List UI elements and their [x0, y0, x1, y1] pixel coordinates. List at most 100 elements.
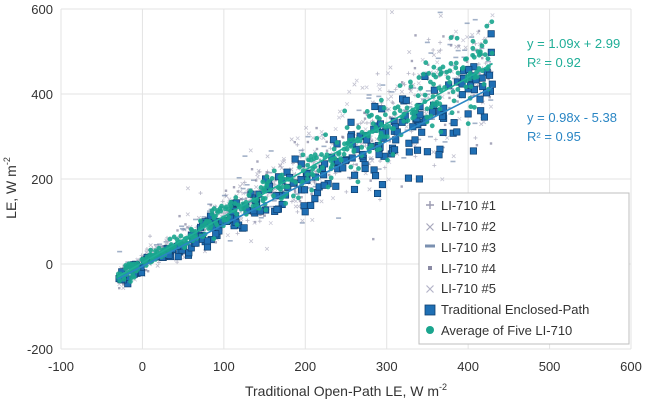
point-small-square-3-4	[122, 283, 125, 286]
point-average-176	[211, 206, 217, 211]
point-x-1-128	[361, 119, 366, 124]
point-enclosed-214	[203, 237, 211, 245]
point-x-1-152	[256, 168, 261, 173]
point-small-square-3-41	[254, 179, 258, 182]
point-x-1-112	[249, 239, 254, 244]
point-average-372	[447, 79, 453, 85]
point-average-62	[283, 200, 289, 206]
point-average-393	[156, 245, 162, 251]
point-small-square-3-126	[438, 84, 442, 87]
fit-r2-enclosed: R² = 0.95	[527, 129, 581, 144]
svg-text:LI-710 #2: LI-710 #2	[441, 219, 496, 234]
point-enclosed-36	[391, 146, 399, 154]
y-axis-title: LE, W m-2	[2, 157, 19, 219]
point-average-68	[455, 87, 461, 92]
point-enclosed-171	[332, 182, 340, 190]
point-average-331	[344, 125, 350, 131]
point-plus-0-50	[245, 218, 250, 223]
point-dash-2-31	[401, 157, 407, 159]
point-dash-2-135	[455, 49, 461, 52]
point-average-409	[460, 65, 466, 70]
point-small-square-3-114	[298, 199, 302, 203]
point-average-335	[306, 157, 311, 163]
point-plus-0-89	[363, 143, 368, 148]
point-average-29	[319, 152, 324, 157]
point-plus-0-157	[312, 180, 317, 185]
point-average-56	[296, 195, 301, 201]
point-small-square-3-69	[240, 197, 243, 201]
point-small-square-3-42	[203, 228, 206, 231]
point-small-square-3-73	[481, 56, 484, 60]
x-tick-label-6: 500	[539, 359, 561, 374]
point-average-108	[424, 106, 430, 112]
point-average-7	[359, 144, 365, 150]
point-plus-0-99	[139, 253, 144, 258]
point-x-4-64	[333, 126, 338, 132]
point-small-square-3-129	[300, 196, 303, 199]
point-average-326	[374, 114, 380, 120]
legend: LI-710 #1 LI-710 #2 LI-710 #3 LI-710 #4 …	[418, 192, 630, 345]
point-small-square-3-33	[400, 81, 404, 84]
point-plus-0-13	[378, 159, 383, 164]
point-plus-0-85	[483, 61, 488, 66]
point-average-221	[455, 70, 461, 76]
point-plus-0-71	[406, 71, 411, 76]
point-x-1-36	[436, 49, 441, 54]
point-x-1-49	[306, 131, 311, 136]
point-average-96	[328, 175, 334, 181]
point-enclosed-198	[402, 96, 410, 104]
point-plus-0-82	[289, 199, 294, 204]
small-square-marker-icon	[428, 266, 432, 270]
point-average-304	[479, 43, 485, 49]
point-x-4-134	[461, 38, 466, 43]
svg-text:LI-710 #3: LI-710 #3	[441, 240, 496, 255]
point-small-square-3-145	[465, 60, 469, 64]
point-small-square-3-45	[293, 188, 297, 192]
point-average-330	[433, 74, 439, 80]
point-dash-2-151	[163, 241, 169, 243]
point-dash-2-127	[294, 193, 300, 195]
point-enclosed-174	[404, 174, 413, 182]
point-x-1-122	[155, 263, 160, 268]
point-small-square-3-67	[451, 34, 455, 38]
point-dash-2-102	[469, 94, 475, 97]
point-small-square-3-68	[487, 77, 490, 81]
svg-text:LI-710 #4: LI-710 #4	[441, 261, 496, 276]
point-enclosed-244	[212, 230, 220, 238]
point-x-1-141	[185, 212, 190, 217]
point-dash-2-112	[416, 138, 422, 141]
x-tick-label-1: 0	[139, 359, 146, 374]
point-small-square-3-77	[456, 100, 459, 103]
x-tick-label-3: 200	[294, 359, 316, 374]
point-enclosed-12	[351, 171, 359, 179]
point-x-1-149	[463, 45, 468, 50]
point-x-4-152	[386, 177, 391, 182]
point-enclosed-11	[307, 201, 315, 209]
point-dash-2-89	[298, 149, 304, 152]
point-enclosed-7	[476, 95, 484, 103]
point-small-square-3-135	[447, 91, 450, 95]
y-tick-label-1: 0	[46, 257, 53, 272]
point-x-4-141	[310, 135, 315, 140]
legend-item-enclosed-path: Traditional Enclosed-Path	[424, 302, 589, 317]
point-x-1-3	[300, 218, 305, 223]
point-dash-2-34	[157, 243, 163, 246]
point-average-403	[140, 256, 146, 262]
point-dash-2-113	[181, 228, 187, 231]
point-x-4-133	[268, 220, 273, 226]
point-average-132	[405, 118, 411, 123]
point-small-square-3-168	[475, 143, 479, 147]
x-marker-icon	[426, 285, 434, 293]
point-average-323	[423, 60, 429, 66]
point-average-158	[262, 196, 268, 201]
point-x-1-48	[337, 109, 343, 114]
point-x-4-153	[164, 238, 169, 243]
point-x-1-21	[310, 217, 315, 223]
point-dash-2-69	[472, 18, 478, 21]
point-enclosed-226	[174, 253, 182, 261]
point-average-147	[436, 85, 442, 91]
point-enclosed-190	[273, 205, 281, 214]
point-enclosed-210	[458, 91, 466, 99]
point-x-4-66	[364, 85, 369, 90]
point-small-square-3-149	[259, 213, 262, 216]
